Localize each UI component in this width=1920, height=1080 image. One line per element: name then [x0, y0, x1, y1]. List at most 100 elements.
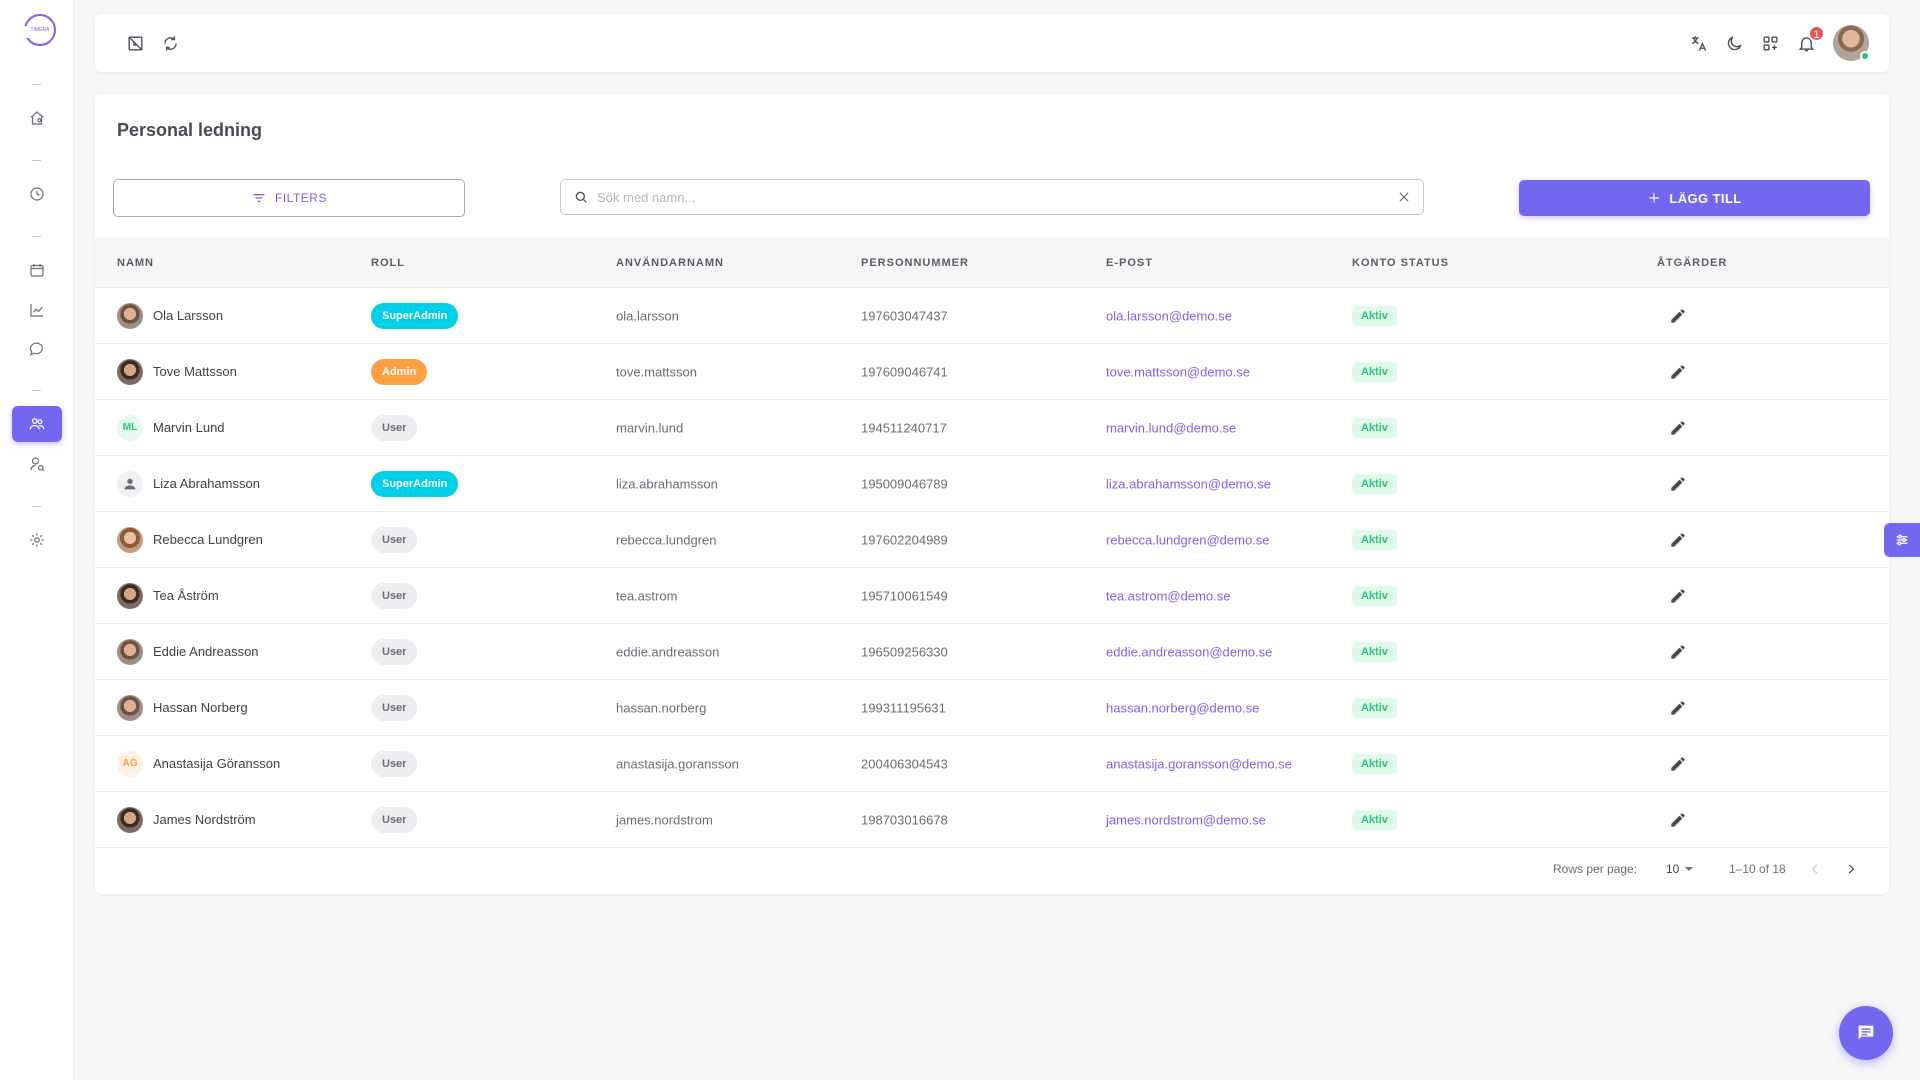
- table-row[interactable]: Tea Åström User tea.astrom 195710061549 …: [95, 568, 1889, 624]
- add-staff-button[interactable]: LÄGG TILL: [1519, 180, 1870, 216]
- app-logo[interactable]: TIMERA: [23, 14, 56, 46]
- rows-per-page-select[interactable]: 10: [1666, 862, 1694, 876]
- edit-button[interactable]: [1667, 361, 1689, 383]
- sidebar-item-reports[interactable]: [12, 292, 62, 328]
- staff-name[interactable]: Tove Mattsson: [153, 364, 237, 379]
- cell-status: Aktiv: [1352, 361, 1397, 382]
- cell-name: ML Marvin Lund: [117, 414, 225, 441]
- edit-button[interactable]: [1667, 529, 1689, 551]
- cell-role: User: [371, 750, 418, 777]
- table-row[interactable]: James Nordström User james.nordstrom 198…: [95, 792, 1889, 848]
- sidebar-item-users[interactable]: [12, 446, 62, 482]
- chat-button[interactable]: [1839, 1006, 1893, 1060]
- edit-button[interactable]: [1667, 753, 1689, 775]
- cell-personnummer: 199311195631: [861, 700, 946, 715]
- cell-email[interactable]: tove.mattsson@demo.se: [1106, 364, 1250, 379]
- customizer-toggle[interactable]: [1884, 523, 1920, 557]
- edit-button[interactable]: [1667, 417, 1689, 439]
- table-row[interactable]: Hassan Norberg User hassan.norberg 19931…: [95, 680, 1889, 736]
- moon-icon: [1727, 36, 1741, 50]
- sidebar-item-messages[interactable]: [12, 330, 62, 366]
- cell-status: Aktiv: [1352, 809, 1397, 830]
- notifications-button[interactable]: 1: [1796, 25, 1825, 53]
- column-header-email[interactable]: E-POST: [1106, 257, 1153, 269]
- next-page-button[interactable]: [1840, 858, 1862, 880]
- staff-name[interactable]: Hassan Norberg: [153, 700, 248, 715]
- column-header-username[interactable]: ANVÄNDARNAMN: [616, 257, 724, 269]
- staff-name[interactable]: Rebecca Lundgren: [153, 532, 263, 547]
- role-badge: User: [371, 526, 418, 553]
- status-badge: Aktiv: [1352, 473, 1397, 494]
- user-search-icon: [30, 457, 45, 472]
- collapse-button[interactable]: [125, 33, 145, 53]
- staff-name[interactable]: Eddie Andreasson: [153, 644, 259, 659]
- language-button[interactable]: [1688, 33, 1708, 53]
- avatar: [117, 302, 143, 329]
- cell-email[interactable]: tea.astrom@demo.se: [1106, 588, 1231, 603]
- table-row[interactable]: Ola Larsson SuperAdmin ola.larsson 19760…: [95, 288, 1889, 344]
- theme-button[interactable]: [1724, 33, 1744, 53]
- staff-name[interactable]: Tea Åström: [153, 588, 219, 603]
- cell-name: Hassan Norberg: [117, 694, 248, 721]
- cell-role: Admin: [371, 358, 428, 385]
- edit-button[interactable]: [1667, 809, 1689, 831]
- table-row[interactable]: Rebecca Lundgren User rebecca.lundgren 1…: [95, 512, 1889, 568]
- table-row[interactable]: ML Marvin Lund User marvin.lund 19451124…: [95, 400, 1889, 456]
- cell-email[interactable]: eddie.andreasson@demo.se: [1106, 644, 1273, 659]
- column-header-name[interactable]: NAMN: [117, 257, 154, 269]
- edit-button[interactable]: [1667, 585, 1689, 607]
- person-icon: [124, 478, 136, 489]
- cell-email[interactable]: ola.larsson@demo.se: [1106, 308, 1232, 323]
- sidebar-item-calendar[interactable]: [12, 252, 62, 288]
- cell-name: Liza Abrahamsson: [117, 470, 260, 497]
- refresh-button[interactable]: [160, 33, 180, 53]
- column-header-role[interactable]: ROLL: [371, 257, 405, 269]
- cell-email[interactable]: james.nordstrom@demo.se: [1106, 812, 1266, 827]
- staff-name[interactable]: James Nordström: [153, 812, 256, 827]
- filters-button[interactable]: FILTERS: [113, 179, 465, 217]
- staff-name[interactable]: Anastasija Göransson: [153, 756, 281, 771]
- column-header-status[interactable]: KONTO STATUS: [1352, 257, 1449, 269]
- edit-button[interactable]: [1667, 641, 1689, 663]
- table-row[interactable]: Tove Mattsson Admin tove.mattsson 197609…: [95, 344, 1889, 400]
- cell-email[interactable]: anastasija.goransson@demo.se: [1106, 756, 1292, 771]
- table-row[interactable]: AG Anastasija Göransson User anastasija.…: [95, 736, 1889, 792]
- sidebar-item-home[interactable]: [12, 100, 62, 136]
- cell-username: ola.larsson: [616, 308, 679, 323]
- pencil-icon: [1671, 700, 1685, 715]
- cell-personnummer: 197602204989: [861, 532, 948, 547]
- status-badge: Aktiv: [1352, 809, 1397, 830]
- role-badge: User: [371, 582, 418, 609]
- sidebar-item-settings[interactable]: [12, 522, 62, 558]
- sidebar-item-staff[interactable]: [12, 406, 62, 442]
- clear-search-button[interactable]: [1397, 190, 1411, 204]
- staff-name[interactable]: Ola Larsson: [153, 308, 224, 323]
- search-input[interactable]: [597, 189, 1389, 205]
- edit-button[interactable]: [1667, 697, 1689, 719]
- status-badge: Aktiv: [1352, 529, 1397, 550]
- chevron-left-icon: [1811, 864, 1818, 874]
- sidebar-item-time[interactable]: [12, 176, 62, 212]
- cell-email[interactable]: rebecca.lundgren@demo.se: [1106, 532, 1270, 547]
- cell-email[interactable]: hassan.norberg@demo.se: [1106, 700, 1260, 715]
- sidebar-divider: [32, 236, 41, 237]
- table-row[interactable]: Eddie Andreasson User eddie.andreasson 1…: [95, 624, 1889, 680]
- edit-button[interactable]: [1667, 473, 1689, 495]
- status-badge: Aktiv: [1352, 417, 1397, 438]
- apps-button[interactable]: [1760, 33, 1780, 53]
- cell-role: User: [371, 806, 418, 833]
- cell-email[interactable]: liza.abrahamsson@demo.se: [1106, 476, 1271, 491]
- cell-name: AG Anastasija Göransson: [117, 750, 281, 777]
- table-row[interactable]: Liza Abrahamsson SuperAdmin liza.abraham…: [95, 456, 1889, 512]
- search-field: [560, 179, 1424, 215]
- apps-icon: [1762, 35, 1778, 51]
- user-avatar[interactable]: [1833, 25, 1870, 61]
- edit-button[interactable]: [1667, 305, 1689, 327]
- avatar: [117, 694, 143, 721]
- column-header-personnummer[interactable]: PERSONNUMMER: [861, 257, 969, 269]
- previous-page-button[interactable]: [1804, 858, 1826, 880]
- avatar: [117, 358, 143, 385]
- cell-email[interactable]: marvin.lund@demo.se: [1106, 420, 1237, 435]
- staff-name[interactable]: Liza Abrahamsson: [153, 476, 260, 491]
- staff-name[interactable]: Marvin Lund: [153, 420, 225, 435]
